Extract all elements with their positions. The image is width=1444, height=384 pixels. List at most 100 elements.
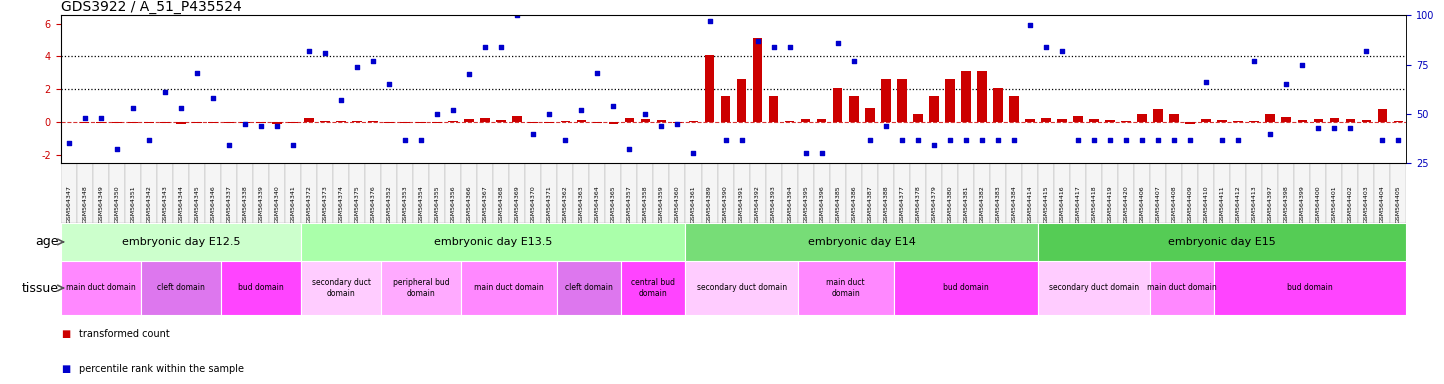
Point — [954, 136, 978, 142]
Point — [153, 89, 176, 95]
Bar — [445, 163, 461, 223]
Bar — [1391, 163, 1406, 223]
Bar — [1038, 163, 1054, 223]
Text: GSM564339: GSM564339 — [258, 185, 263, 223]
Text: GSM564364: GSM564364 — [595, 185, 599, 223]
Text: GSM564384: GSM564384 — [1011, 185, 1017, 223]
Bar — [673, 122, 682, 123]
Text: GSM564370: GSM564370 — [531, 185, 536, 223]
Point — [794, 150, 817, 156]
Bar — [477, 163, 494, 223]
Bar — [300, 163, 318, 223]
Bar — [1183, 163, 1199, 223]
Bar — [910, 163, 926, 223]
Bar — [833, 88, 842, 122]
Bar — [1006, 163, 1022, 223]
Bar — [1057, 119, 1067, 122]
Bar — [817, 119, 826, 122]
Bar — [61, 223, 300, 261]
Bar — [1294, 163, 1310, 223]
Point — [1002, 136, 1025, 142]
Bar — [865, 108, 875, 122]
Bar — [334, 163, 349, 223]
Bar — [432, 122, 442, 123]
Point — [250, 122, 273, 129]
Bar — [1199, 163, 1214, 223]
Text: GSM564388: GSM564388 — [884, 185, 888, 223]
Bar — [1186, 122, 1196, 124]
Bar — [61, 261, 140, 315]
Point — [1115, 136, 1138, 142]
Bar — [1022, 163, 1038, 223]
Bar — [349, 163, 365, 223]
Bar — [144, 122, 153, 123]
Bar — [494, 163, 510, 223]
Text: secondary duct domain: secondary duct domain — [1048, 283, 1139, 293]
Text: GSM564416: GSM564416 — [1060, 185, 1064, 223]
Text: GSM564373: GSM564373 — [322, 185, 328, 223]
Text: cleft domain: cleft domain — [157, 283, 205, 293]
Bar — [173, 163, 189, 223]
Text: GDS3922 / A_51_P435524: GDS3922 / A_51_P435524 — [61, 0, 241, 14]
Bar — [140, 163, 157, 223]
Point — [970, 136, 993, 142]
Text: GSM564392: GSM564392 — [755, 185, 760, 223]
Bar — [465, 119, 474, 122]
Bar — [1393, 121, 1404, 122]
Point — [858, 136, 881, 142]
Point — [505, 12, 529, 18]
Text: GSM564383: GSM564383 — [995, 185, 1001, 223]
Bar — [830, 163, 846, 223]
Text: bud domain: bud domain — [238, 283, 284, 293]
Bar — [289, 122, 297, 123]
Point — [1259, 131, 1282, 137]
Text: GSM564356: GSM564356 — [451, 185, 456, 223]
Bar — [1262, 163, 1278, 223]
Bar — [1265, 114, 1275, 122]
Point — [842, 58, 865, 64]
Bar — [734, 163, 749, 223]
Bar — [1230, 163, 1246, 223]
Bar — [878, 163, 894, 223]
Point — [313, 50, 336, 56]
Bar — [1070, 163, 1086, 223]
Bar — [1346, 119, 1354, 122]
Bar — [944, 79, 954, 122]
Text: GSM564410: GSM564410 — [1204, 185, 1209, 223]
Point — [1178, 136, 1201, 142]
Point — [1243, 58, 1266, 64]
Bar — [449, 121, 458, 122]
Bar — [1149, 261, 1214, 315]
Bar — [786, 121, 794, 122]
Bar — [365, 163, 381, 223]
Point — [282, 142, 305, 149]
Point — [185, 70, 208, 76]
Point — [1099, 136, 1122, 142]
Bar — [1154, 109, 1162, 122]
Text: GSM564418: GSM564418 — [1092, 185, 1096, 223]
Point — [570, 107, 593, 113]
Point — [1370, 136, 1393, 142]
Point — [778, 44, 801, 50]
Bar — [605, 163, 621, 223]
Point — [74, 115, 97, 121]
Bar — [497, 120, 505, 122]
Text: transformed count: transformed count — [79, 329, 170, 339]
Text: GSM564398: GSM564398 — [1284, 185, 1289, 223]
Text: ■: ■ — [61, 364, 69, 374]
Point — [810, 150, 833, 156]
Bar — [991, 163, 1006, 223]
Text: embryonic day E15: embryonic day E15 — [1168, 237, 1276, 247]
Text: GSM564414: GSM564414 — [1028, 185, 1032, 223]
Point — [361, 58, 384, 64]
Bar — [1041, 118, 1051, 122]
Bar — [413, 163, 429, 223]
Bar — [271, 122, 282, 124]
Bar — [269, 163, 284, 223]
Bar — [510, 163, 526, 223]
Bar — [416, 122, 426, 123]
Text: GSM564369: GSM564369 — [514, 185, 520, 223]
Point — [105, 146, 129, 152]
Text: GSM564358: GSM564358 — [643, 185, 648, 223]
Text: GSM564375: GSM564375 — [355, 185, 360, 223]
